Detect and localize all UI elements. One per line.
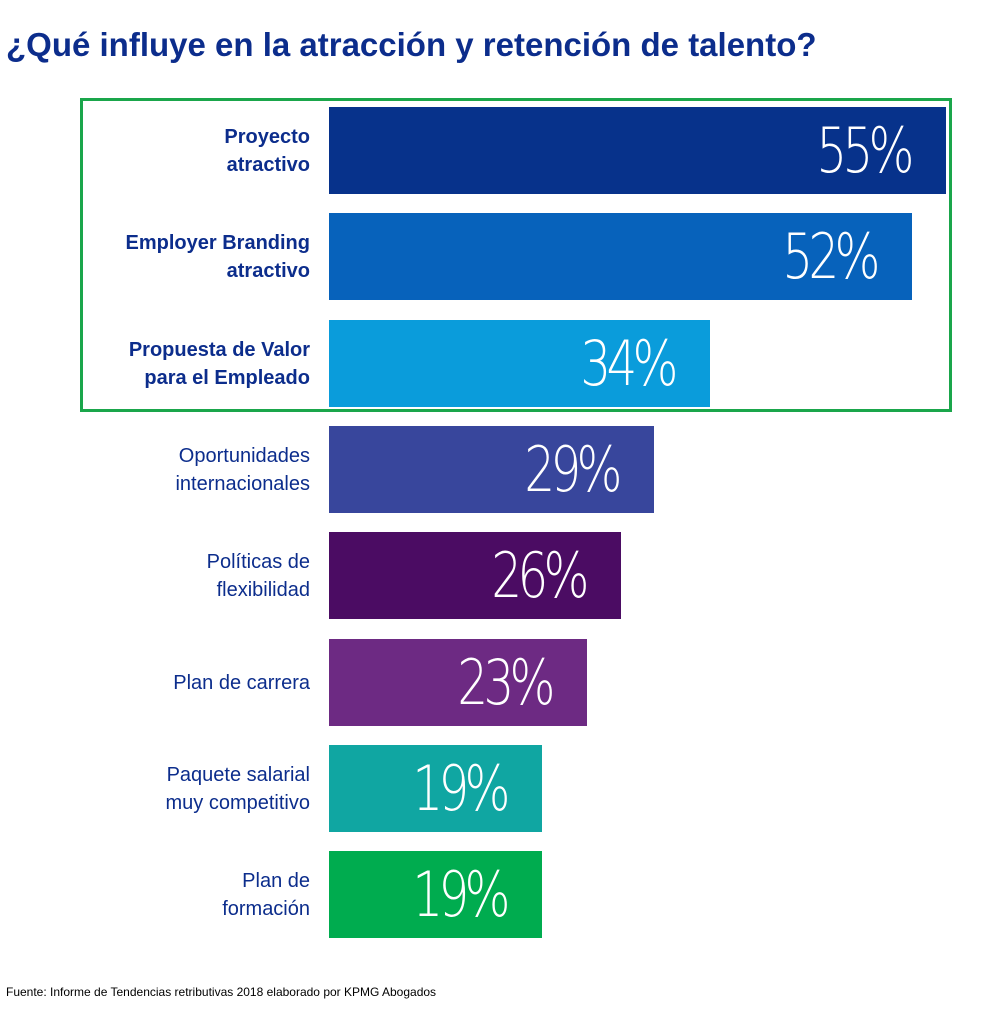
bar-label: Plan de formación bbox=[222, 869, 310, 920]
bar: 29% bbox=[329, 426, 654, 513]
bar-row: Oportunidades internacionales 29% bbox=[0, 426, 999, 513]
bar-value-label: 19% bbox=[412, 858, 511, 931]
bar-label: Oportunidades internacionales bbox=[175, 444, 310, 495]
bar-row: Proyecto atractivo 55% bbox=[0, 107, 999, 194]
bar-label: Proyecto atractivo bbox=[224, 125, 310, 176]
bar: 34% bbox=[329, 320, 710, 407]
bar-row: Plan de carrera 23% bbox=[0, 639, 999, 726]
bar-value-label: 19% bbox=[412, 752, 511, 825]
bar-value-label: 26% bbox=[491, 539, 590, 612]
bar-value-label: 34% bbox=[580, 327, 679, 400]
bar-value-label: 23% bbox=[457, 646, 556, 719]
bar-value-label: 29% bbox=[524, 433, 623, 506]
highlight-box bbox=[80, 98, 952, 412]
bar-label: Políticas de flexibilidad bbox=[206, 550, 310, 601]
bar: 23% bbox=[329, 639, 587, 726]
bar: 55% bbox=[329, 107, 946, 194]
bar-value-label: 55% bbox=[816, 114, 915, 187]
bar-row: Employer Branding atractivo 52% bbox=[0, 213, 999, 300]
bar-row: Paquete salarial muy competitivo 19% bbox=[0, 745, 999, 832]
chart-title: ¿Qué influye en la atracción y retención… bbox=[6, 26, 817, 63]
bar-label: Propuesta de Valor para el Empleado bbox=[128, 338, 310, 389]
bar-label: Employer Branding atractivo bbox=[125, 231, 310, 282]
bar-row: Políticas de flexibilidad 26% bbox=[0, 532, 999, 619]
bar-row: Propuesta de Valor para el Empleado 34% bbox=[0, 320, 999, 407]
bar-row: Plan de formación 19% bbox=[0, 851, 999, 938]
bar: 19% bbox=[329, 851, 542, 938]
bar: 26% bbox=[329, 532, 621, 619]
bar: 19% bbox=[329, 745, 542, 832]
bar-label: Paquete salarial muy competitivo bbox=[165, 763, 311, 814]
bar-label: Plan de carrera bbox=[173, 671, 310, 694]
source-note: Fuente: Informe de Tendencias retributiv… bbox=[6, 985, 437, 999]
bar-value-label: 52% bbox=[782, 220, 881, 293]
bar: 52% bbox=[329, 213, 912, 300]
